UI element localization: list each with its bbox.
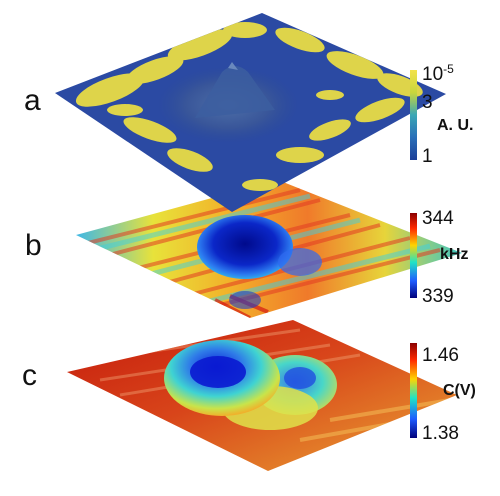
surface-c xyxy=(67,320,457,471)
colorbar-c-tick-bottom: 1.38 xyxy=(422,423,459,444)
colorbar-b xyxy=(410,213,417,298)
colorbar-a-tick-mid: 3 xyxy=(422,92,433,113)
surface-b xyxy=(76,180,462,318)
panel-label-a: a xyxy=(24,84,41,117)
colorbar-a-tick-top: 10-5 xyxy=(422,62,454,85)
colorbar-a xyxy=(410,70,417,160)
panel-label-b: b xyxy=(25,229,42,262)
colorbar-c xyxy=(410,343,417,438)
colorbar-c-tick-top: 1.46 xyxy=(422,345,459,366)
panel-label-c: c xyxy=(22,359,37,392)
colorbar-b-tick-top: 344 xyxy=(422,208,454,229)
colorbar-a-tick-bottom: 1 xyxy=(422,146,433,167)
colorbar-b-unit: kHz xyxy=(440,246,469,263)
colorbar-a-unit: A. U. xyxy=(437,117,474,134)
surface-a xyxy=(55,13,446,212)
colorbar-b-tick-bottom: 339 xyxy=(422,286,454,307)
colorbar-c-unit: C(V) xyxy=(443,382,476,399)
